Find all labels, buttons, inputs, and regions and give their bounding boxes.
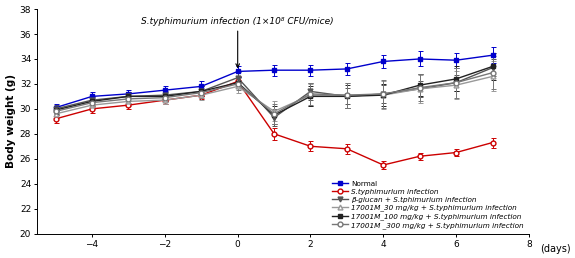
Legend: Normal, S.typhimurium infection, β-glucan + S.tphimurium infection, 17001M_30 mg: Normal, S.typhimurium infection, β-gluca… [331,179,526,230]
Y-axis label: Body weight (g): Body weight (g) [6,74,16,168]
Text: (days): (days) [540,244,570,254]
Text: S.typhimurium infection (1×10⁸ CFU/mice): S.typhimurium infection (1×10⁸ CFU/mice) [141,17,334,67]
